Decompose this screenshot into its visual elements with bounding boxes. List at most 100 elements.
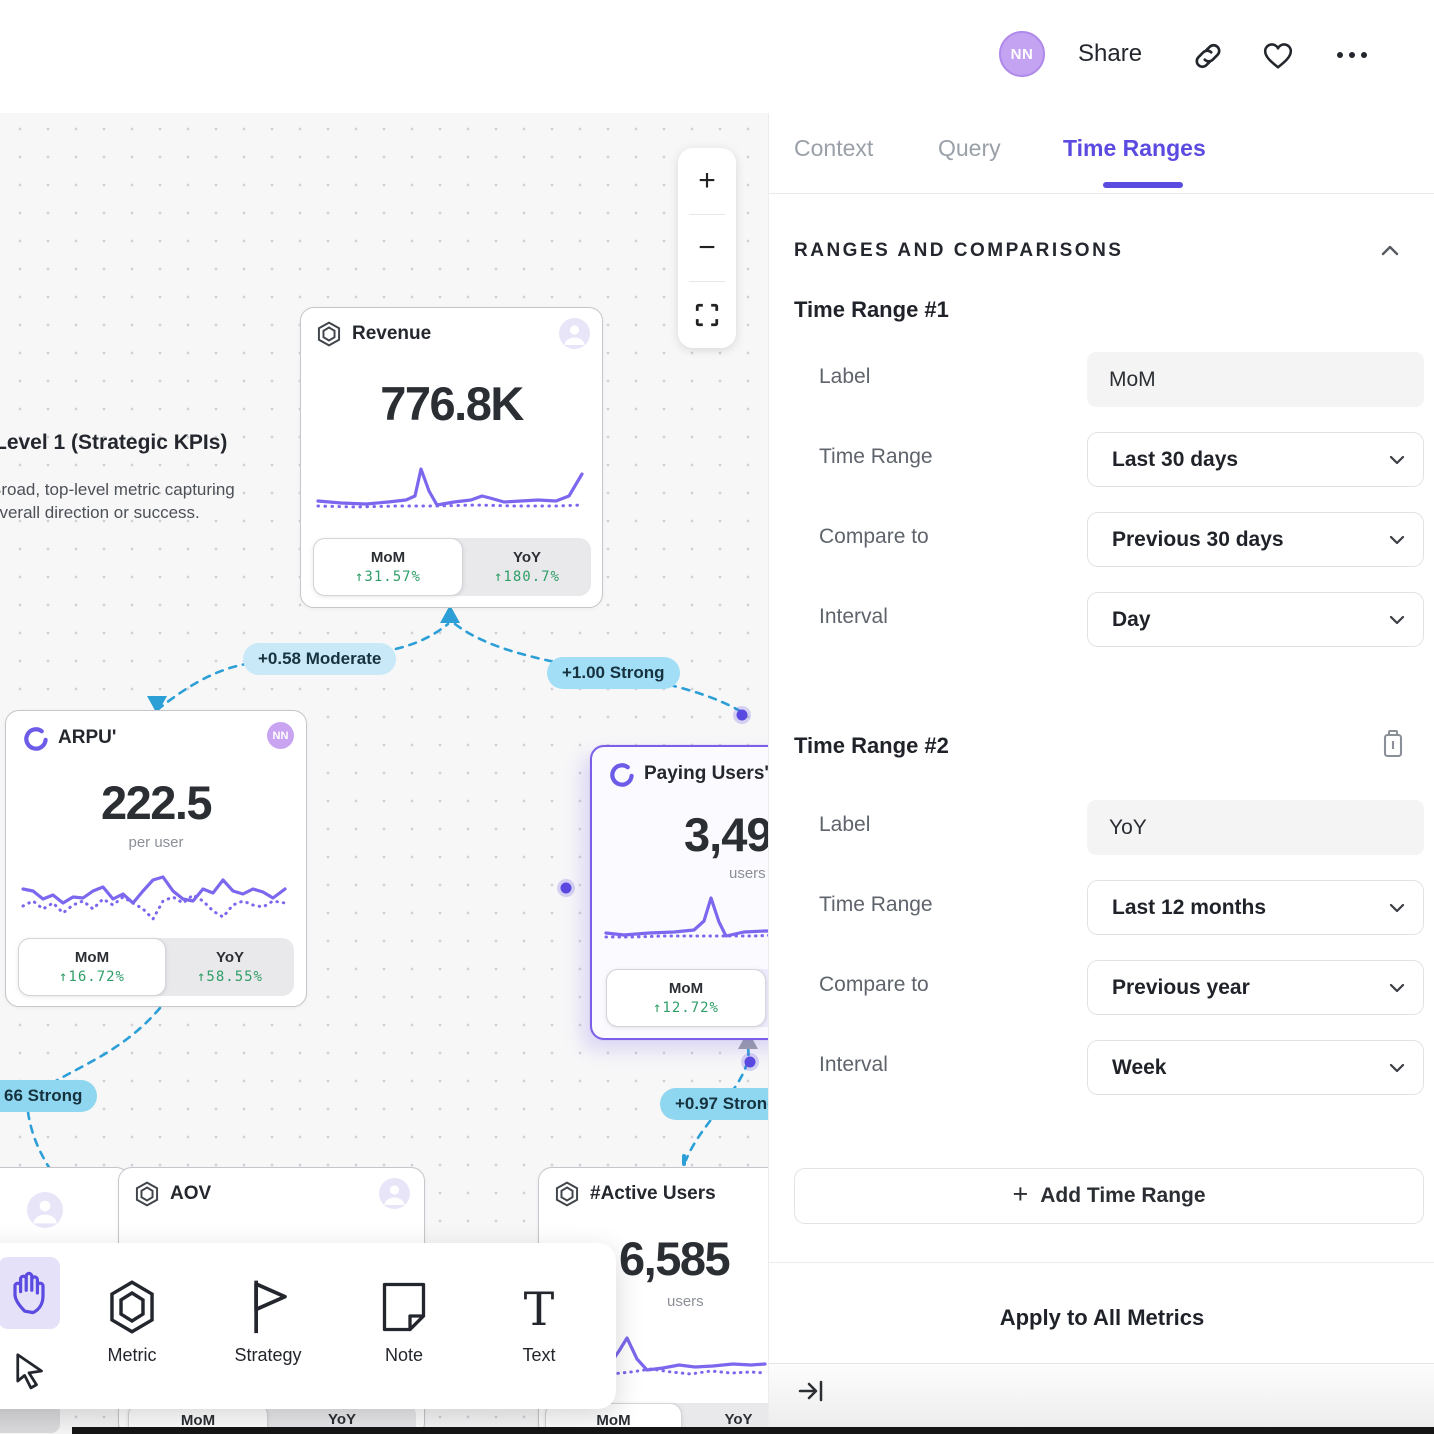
metric-card-revenue[interactable]: Revenue 776.8K MoM ↑31.57% YoY ↑180. (300, 307, 603, 608)
owner-avatar-icon (27, 1192, 63, 1228)
add-metric-button[interactable]: Metric (72, 1273, 192, 1366)
field-label: Label (819, 365, 871, 388)
plus-icon: + (1012, 1179, 1029, 1209)
field-label: Interval (819, 605, 888, 628)
tab-context[interactable]: Context (794, 135, 874, 161)
metric-hexagon-icon (555, 1181, 579, 1207)
zoom-widget: + − (678, 148, 736, 348)
link-icon (1195, 43, 1221, 69)
flag-icon (254, 1280, 287, 1334)
field-label: Time Range (819, 445, 933, 468)
metric-hexagon-icon (317, 321, 341, 347)
chevron-down-icon (1389, 903, 1405, 912)
user-avatar[interactable]: NN (999, 31, 1045, 77)
add-strategy-button[interactable]: Strategy (208, 1273, 328, 1366)
field-label: Time Range (819, 893, 933, 916)
mom-toggle[interactable]: MoM ↑16.72% (18, 938, 166, 996)
sparkline (604, 889, 768, 956)
note-icon (382, 1282, 426, 1332)
time-range-1-title: Time Range #1 (794, 297, 949, 322)
time-range-2-range-select[interactable]: Last 12 months (1087, 880, 1424, 935)
mom-toggle[interactable]: MoM ↑12.72% (606, 969, 766, 1027)
card-title: Revenue (352, 323, 432, 344)
card-title: ARPU' (58, 726, 117, 748)
arrowhead-into-paying-users (738, 1031, 758, 1049)
delete-time-range-button[interactable] (1379, 729, 1407, 764)
add-time-range-button[interactable]: + Add Time Range (794, 1168, 1424, 1224)
metric-card-arpu[interactable]: ARPU' NN 222.5 per user MoM ↑16.72% YoY … (5, 710, 307, 1007)
settings-panel: Context Query Time Ranges RANGES AND COM… (768, 113, 1434, 1434)
card-title: #Active Users (590, 1183, 716, 1204)
chevron-down-icon (1389, 615, 1405, 624)
time-range-1-range-select[interactable]: Last 30 days (1087, 432, 1424, 487)
cursor-icon (16, 1353, 43, 1390)
fit-view-button[interactable] (678, 282, 736, 348)
metric-unit: users (729, 865, 766, 882)
canvas-toolbar: Metric Strategy Note T Text (0, 1243, 616, 1409)
field-label: Compare to (819, 973, 929, 996)
chevron-up-icon (1381, 245, 1399, 256)
share-button[interactable]: Share (1078, 40, 1143, 67)
owner-avatar-icon (379, 1178, 410, 1209)
chevron-down-icon (1389, 455, 1405, 464)
yoy-toggle[interactable]: YoY (724, 1411, 753, 1428)
panel-footer (769, 1363, 1434, 1427)
add-note-button[interactable]: Note (344, 1273, 464, 1366)
yoy-toggle[interactable]: YoY (327, 1411, 357, 1428)
yoy-toggle[interactable]: YoY ↑58.55% (196, 949, 263, 985)
comparison-toggle: MoM ↑12.72% (606, 969, 768, 1027)
field-label: Label (819, 813, 871, 836)
add-text-button[interactable]: T Text (522, 1282, 556, 1365)
mom-toggle[interactable]: MoM ↑31.57% (313, 538, 463, 596)
top-bar: NN Share (0, 0, 1434, 113)
collaborator-badge: NN (267, 722, 294, 749)
tab-query[interactable]: Query (938, 135, 1001, 161)
chevron-down-icon (1389, 1063, 1405, 1072)
favorite-button[interactable] (1262, 40, 1294, 75)
edge-lines (26, 605, 759, 1179)
time-range-1-compare-select[interactable]: Previous 30 days (1087, 512, 1424, 567)
time-range-1-interval-select[interactable]: Day (1087, 592, 1424, 647)
card-title: Paying Users' (644, 762, 768, 784)
hand-tool-button[interactable] (0, 1257, 60, 1329)
sparkline (316, 460, 588, 523)
more-options-button[interactable] (1335, 48, 1369, 66)
time-range-1-label-input[interactable]: MoM (1087, 352, 1424, 407)
owner-avatar-icon (559, 318, 590, 349)
select-tool-button[interactable] (0, 1335, 60, 1407)
edge-label-revenue-paying: +1.00 Strong (547, 657, 680, 689)
level-note-description: Broad, top-level metric capturing overal… (0, 480, 235, 522)
time-range-2-interval-select[interactable]: Week (1087, 1040, 1424, 1095)
metric-value: 3,49 (684, 808, 768, 861)
arrowhead-into-revenue (440, 605, 460, 623)
ellipsis-icon (1337, 52, 1367, 58)
heart-icon (1263, 43, 1293, 69)
metric-tree-canvas[interactable]: Level 1 (Strategic KPIs) Broad, top-leve… (0, 113, 768, 1434)
apply-all-metrics-button[interactable]: Apply to All Metrics (999, 1305, 1205, 1330)
metric-hexagon-icon (135, 1181, 159, 1207)
metric-unit: users (667, 1293, 704, 1310)
zoom-out-button[interactable]: − (698, 231, 716, 264)
hand-icon (13, 1271, 45, 1315)
time-range-2-label-input[interactable]: YoY (1087, 800, 1424, 855)
sparkline (21, 861, 289, 944)
connector-dot (744, 1056, 756, 1068)
edge-label-arpu-left: 66 Strong (0, 1080, 98, 1112)
zoom-in-button[interactable]: + (698, 164, 716, 197)
tab-time-ranges[interactable]: Time Ranges (1063, 135, 1206, 161)
collapse-section-button[interactable] (1381, 243, 1399, 261)
time-range-2-title: Time Range #2 (794, 733, 949, 758)
metric-value: 6,585 (619, 1232, 731, 1285)
connector-dot (560, 882, 572, 894)
collapse-panel-icon[interactable] (798, 1379, 824, 1403)
chevron-down-icon (1389, 983, 1405, 992)
yoy-toggle[interactable]: YoY ↑180.7% (493, 549, 560, 585)
connector-tick (682, 1154, 686, 1166)
time-range-2-compare-select[interactable]: Previous year (1087, 960, 1424, 1015)
draft-arc-icon (610, 763, 634, 787)
metric-card-paying-users[interactable]: Paying Users' 3,49 users MoM ↑12.72% (590, 745, 768, 1040)
copy-link-button[interactable] (1193, 41, 1223, 76)
section-title: RANGES AND COMPARISONS (794, 240, 1124, 261)
edge-label-paying-active: +0.97 Strong (660, 1088, 768, 1120)
